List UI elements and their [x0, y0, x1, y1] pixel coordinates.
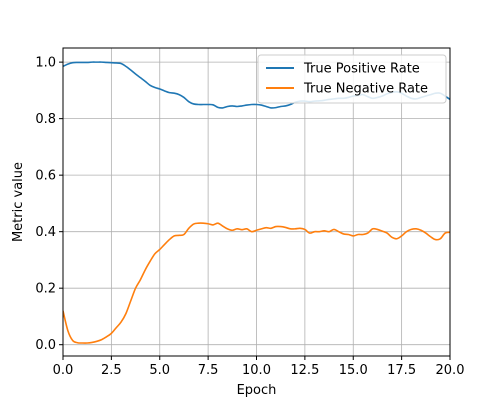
axis-ticks: 0.0 2.5 5.0 7.5 10.0 12.5 15.0 17.5 20.0 0.0 0.2 0.…	[35, 56, 464, 378]
x-tick-label: 12.5	[290, 363, 319, 378]
x-tick-label: 15.0	[339, 363, 368, 378]
y-tick-label: 0.6	[35, 169, 56, 184]
legend-label-true-positive-rate: True Positive Rate	[303, 62, 420, 77]
x-tick-label: 7.5	[198, 363, 219, 378]
x-tick-label: 0.0	[53, 363, 74, 378]
y-tick-label: 0.0	[35, 338, 56, 353]
x-tick-label: 17.5	[387, 363, 416, 378]
y-axis-label: Metric value	[11, 162, 26, 242]
legend: True Positive Rate True Negative Rate	[257, 54, 447, 104]
x-tick-label: 5.0	[149, 363, 170, 378]
y-tick-label: 0.2	[35, 282, 56, 297]
legend-label-true-negative-rate: True Negative Rate	[303, 82, 428, 97]
x-tick-label: 10.0	[242, 363, 271, 378]
series-line-true-negative-rate	[63, 222, 450, 344]
y-tick-label: 1.0	[35, 56, 56, 71]
y-tick-label: 0.4	[35, 225, 56, 240]
x-axis-label: Epoch	[237, 383, 277, 398]
y-tick-label: 0.8	[35, 112, 56, 127]
x-tick-label: 2.5	[101, 363, 122, 378]
legend-box	[257, 54, 447, 104]
x-tick-label: 20.0	[436, 363, 465, 378]
